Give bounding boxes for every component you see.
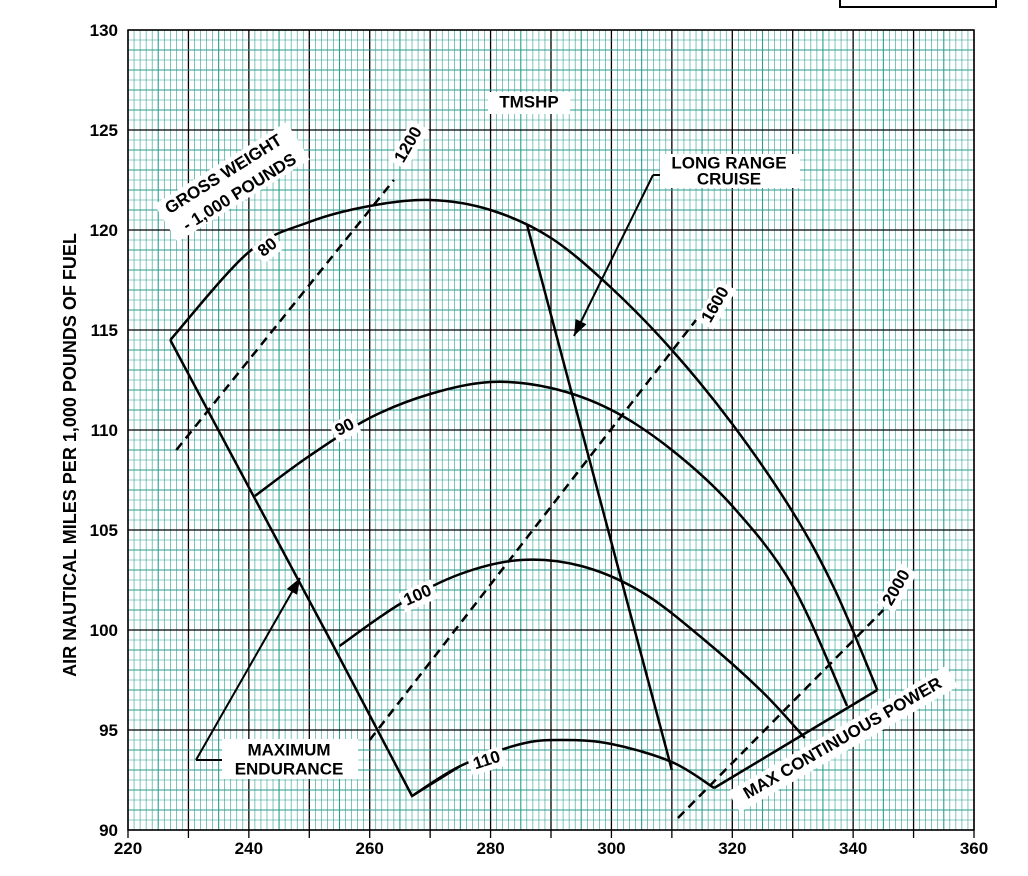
torque-1200-label-bg xyxy=(388,120,430,170)
max-endurance-arrow-shaft xyxy=(195,577,301,761)
torque-1600-label-bg xyxy=(695,280,737,330)
long-range-arrow-shaft xyxy=(573,174,654,337)
torque-2000-label-bg xyxy=(876,563,918,613)
x-tick-label: 220 xyxy=(114,839,142,858)
y-tick-label: 120 xyxy=(90,221,118,240)
gw-100-label-bg xyxy=(397,579,439,613)
series-line-110 xyxy=(411,738,715,798)
y-tick-label: 95 xyxy=(99,721,118,740)
long-range-bg xyxy=(660,154,800,188)
max-endurance-label-2: ENDURANCE xyxy=(235,759,344,778)
x-tick-label: 260 xyxy=(356,839,384,858)
long-range-arrow-head xyxy=(574,318,587,336)
long-range-label-1: LONG RANGE xyxy=(671,153,786,172)
y-tick-label: 130 xyxy=(90,21,118,40)
x-tick-label: 280 xyxy=(476,839,504,858)
series-line-5 xyxy=(525,223,674,771)
y-tick-label: 90 xyxy=(99,821,118,840)
plot-border xyxy=(127,29,975,831)
max-endurance-label-1: MAXIMUM xyxy=(247,740,330,759)
y-axis-label: AIR NAUTICAL MILES PER 1,000 POUNDS OF F… xyxy=(60,233,80,677)
series-line-6 xyxy=(713,688,878,790)
torque-line-1600 xyxy=(368,319,698,741)
y-tick-label: 105 xyxy=(90,521,118,540)
gw-80-label-bg xyxy=(251,232,285,264)
max-endurance-bg xyxy=(222,739,358,779)
torque-line-1200 xyxy=(175,179,395,451)
gw-90-label-bg xyxy=(328,413,362,443)
x-tick-label: 340 xyxy=(839,839,867,858)
torque-line-2000 xyxy=(677,609,885,819)
chart-lines xyxy=(169,179,885,819)
x-tick-label: 320 xyxy=(718,839,746,858)
chart-title: TMSHP xyxy=(499,92,559,111)
y-tick-label: 110 xyxy=(91,421,118,440)
title-bg xyxy=(488,92,570,114)
x-tick-label: 300 xyxy=(597,839,625,858)
series-line-80 xyxy=(169,198,879,691)
y-tick-label: 100 xyxy=(90,621,118,640)
gw-110-label-bg xyxy=(466,745,508,777)
y-tick-label: 125 xyxy=(90,121,118,140)
gross-weight-bg xyxy=(154,122,310,242)
long-range-label-2: CRUISE xyxy=(697,169,761,188)
corner-box xyxy=(839,0,997,8)
max-cont-bg xyxy=(727,665,959,813)
axis-tick-labels: 220 240 260 280 300 320 340 360 90 95 100 105 110 115… xyxy=(60,21,988,858)
series-line-4 xyxy=(169,339,462,798)
x-tick-label: 240 xyxy=(235,839,263,858)
x-tick-label: 360 xyxy=(960,839,988,858)
max-endurance-arrow-head xyxy=(286,578,300,595)
y-tick-label: 115 xyxy=(91,321,118,340)
